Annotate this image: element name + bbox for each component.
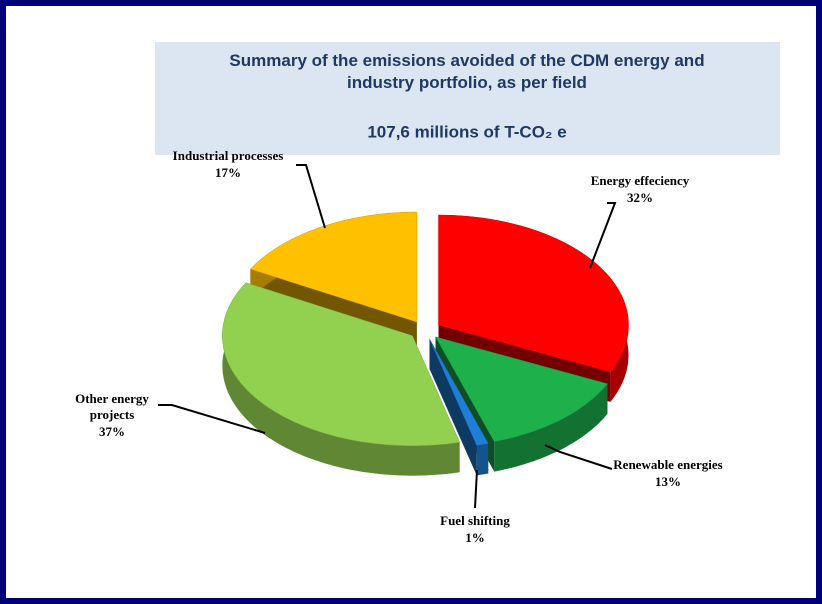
leader-line (589, 202, 617, 269)
chart-title: Summary of the emissions avoided of the … (229, 51, 704, 92)
slice-label: Other energy projects (75, 391, 149, 422)
slice-value: 17% (215, 165, 241, 180)
slice-value: 13% (655, 474, 681, 489)
slice-side (494, 383, 608, 472)
slice-top (429, 338, 489, 446)
pie-slice (429, 338, 489, 476)
slice-label: Fuel shifting (440, 513, 510, 528)
leader-line (544, 444, 613, 470)
slice-top (222, 282, 460, 446)
leader-line (474, 469, 478, 509)
slice-top (249, 211, 418, 323)
leader-line (296, 164, 326, 229)
title-box (155, 42, 780, 155)
slice-top (435, 336, 608, 442)
slice-label-line: Other energy (75, 391, 149, 406)
slice-label: Energy effeciency (591, 173, 690, 188)
slice-value: 37% (99, 424, 125, 439)
slice-side (476, 443, 489, 476)
slice-label: Industrial processes (173, 148, 284, 163)
slice-top (438, 214, 629, 373)
chart-subtitle: 107,6 millions of T-CO₂ e (367, 122, 566, 141)
slice-value: 32% (627, 190, 653, 205)
pie-slice (222, 282, 460, 476)
leader-line (158, 404, 266, 434)
slice-label-line: projects (90, 407, 135, 422)
slice-value: 1% (465, 530, 485, 545)
slice-label: Renewable energies (613, 457, 722, 472)
slice-side (222, 282, 460, 476)
slice-wall (429, 338, 477, 476)
